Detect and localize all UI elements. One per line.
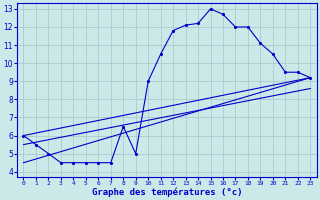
X-axis label: Graphe des températures (°c): Graphe des températures (°c) — [92, 187, 242, 197]
